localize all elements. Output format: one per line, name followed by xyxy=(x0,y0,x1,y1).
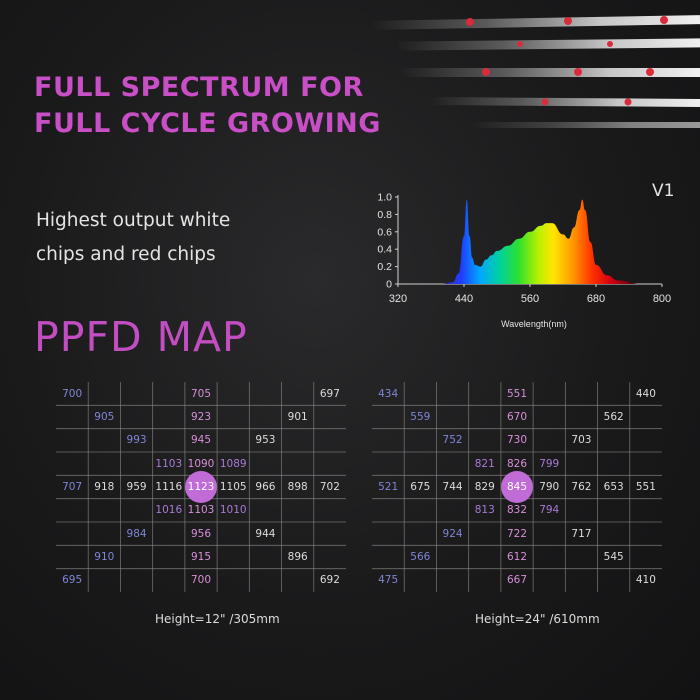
ppfd-value: 700 xyxy=(190,574,212,587)
spectrum-x-tick-label: 680 xyxy=(587,293,605,305)
ppfd-value: 799 xyxy=(539,457,560,470)
ppfd-value: 675 xyxy=(410,481,431,493)
headline: FULL SPECTRUM FOR FULL CYCLE GROWING xyxy=(34,70,381,142)
ppfd-value: 993 xyxy=(126,434,147,447)
ppfd-value: 915 xyxy=(190,551,212,563)
ppfd-value: 707 xyxy=(62,481,83,493)
ppfd-value: 945 xyxy=(190,434,212,447)
ppfd-map-title: PPFD MAP xyxy=(34,313,248,361)
ppfd-value: 612 xyxy=(506,551,528,563)
ppfd-value: 545 xyxy=(603,551,624,563)
ppfd-value: 821 xyxy=(474,457,495,470)
spectrum-y-tick-label: 0.8 xyxy=(377,209,392,221)
spectrum-x-axis-label: Wavelength(nm) xyxy=(501,319,567,329)
spectrum-y-tick-label: 1.0 xyxy=(377,192,392,204)
subtext-line-2: chips and red chips xyxy=(36,244,216,265)
ppfd-value: 1105 xyxy=(219,481,247,493)
ppfd-value: 692 xyxy=(319,574,340,587)
ppfd-value: 966 xyxy=(255,481,276,493)
ppfd-value: 440 xyxy=(635,387,656,400)
ppfd-value: 944 xyxy=(255,527,276,540)
ppfd-value: 898 xyxy=(287,481,308,493)
ppfd-value: 984 xyxy=(126,527,147,540)
ppfd-map-12in: 1123 700 705 697 905 923 901 993 945 953 1103 1090 1… xyxy=(56,382,346,592)
spectrum-x-tick-label: 800 xyxy=(653,293,671,305)
ppfd-value: 700 xyxy=(62,387,83,400)
ppfd-value: 1116 xyxy=(155,481,183,493)
ppfd-value: 475 xyxy=(378,574,399,587)
ppfd-grid-lines xyxy=(56,382,346,592)
ppfd-value: 924 xyxy=(442,527,463,540)
spectrum-y-tick-label: 0.6 xyxy=(377,226,392,238)
headline-line-2: FULL CYCLE GROWING xyxy=(34,108,381,139)
ppfd-value: 703 xyxy=(571,434,592,447)
ppfd-value: 1089 xyxy=(219,457,247,470)
subtext-line-1: Highest output white xyxy=(36,210,231,231)
ppfd-value: 705 xyxy=(190,387,212,400)
ppfd-value: 1103 xyxy=(155,457,183,470)
ppfd-value: 905 xyxy=(94,411,115,423)
ppfd-value: 956 xyxy=(190,527,212,540)
spectrum-chart: 0 0.2 0.4 0.6 0.8 1.0 320 440 560 680 800 V1 Wavel… xyxy=(377,181,674,329)
ppfd-value: 667 xyxy=(506,574,528,587)
ppfd-value: 901 xyxy=(287,411,308,423)
spectrum-x-tick-label: 320 xyxy=(389,293,407,305)
ppfd-map-24in: 845 434 551 440 559 670 562 752 730 703 821 826 799 5… xyxy=(372,382,662,592)
ppfd-value: 562 xyxy=(603,411,624,423)
spectrum-x-tick-label: 440 xyxy=(455,293,473,305)
ppfd-value: 1103 xyxy=(187,504,215,517)
ppfd-value: 794 xyxy=(539,504,560,517)
ppfd-value: 702 xyxy=(319,481,340,493)
spectrum-y-tick-label: 0 xyxy=(386,279,392,291)
ppfd-value: 551 xyxy=(635,481,656,493)
ppfd-value: 653 xyxy=(603,481,624,493)
ppfd-value: 566 xyxy=(410,551,431,563)
ppfd-value: 910 xyxy=(94,551,115,563)
ppfd-value: 829 xyxy=(474,481,495,493)
ppfd-value: 752 xyxy=(442,434,463,447)
ppfd-value: 697 xyxy=(319,387,340,400)
spectrum-version-label: V1 xyxy=(652,181,674,201)
ppfd-value: 521 xyxy=(378,481,399,493)
ppfd-value: 551 xyxy=(506,387,528,400)
ppfd-value: 790 xyxy=(539,481,560,493)
ppfd-value: 730 xyxy=(506,434,528,447)
ppfd-value: 923 xyxy=(190,411,212,423)
ppfd-value: 670 xyxy=(506,411,528,423)
ppfd-value: 832 xyxy=(506,504,528,517)
ppfd-value: 953 xyxy=(255,434,276,447)
ppfd-value: 722 xyxy=(506,527,528,540)
ppfd-value: 695 xyxy=(62,574,83,587)
spectrum-y-tick-label: 0.4 xyxy=(377,244,392,256)
center-highlight-dot xyxy=(501,471,533,503)
ppfd-value: 1090 xyxy=(187,457,215,470)
ppfd-center-value: 1123 xyxy=(187,481,215,493)
ppfd-value: 813 xyxy=(474,504,495,517)
ppfd-center-value: 845 xyxy=(506,481,528,493)
ppfd-value: 434 xyxy=(378,387,399,400)
ppfd-value: 826 xyxy=(506,457,528,470)
ppfd-value: 410 xyxy=(635,574,656,587)
ppfd-value: 762 xyxy=(571,481,592,493)
ppfd-value: 744 xyxy=(442,481,463,493)
ppfd-value: 896 xyxy=(287,551,308,563)
height-label-12in: Height=12" /305mm xyxy=(155,612,280,626)
headline-line-1: FULL SPECTRUM FOR xyxy=(34,72,364,103)
spectrum-x-tick-label: 560 xyxy=(521,293,539,305)
subtext: Highest output white chips and red chips xyxy=(36,204,230,272)
center-highlight-dot xyxy=(185,471,217,503)
height-label-24in: Height=24" /610mm xyxy=(475,612,600,626)
spectrum-series-area xyxy=(442,199,640,284)
ppfd-value: 1016 xyxy=(155,504,183,517)
ppfd-value: 1010 xyxy=(219,504,247,517)
ppfd-value: 717 xyxy=(571,527,592,540)
ppfd-value: 559 xyxy=(410,411,431,423)
ppfd-value: 959 xyxy=(126,481,147,493)
ppfd-value: 918 xyxy=(94,481,115,493)
spectrum-y-tick-label: 0.2 xyxy=(377,261,392,273)
